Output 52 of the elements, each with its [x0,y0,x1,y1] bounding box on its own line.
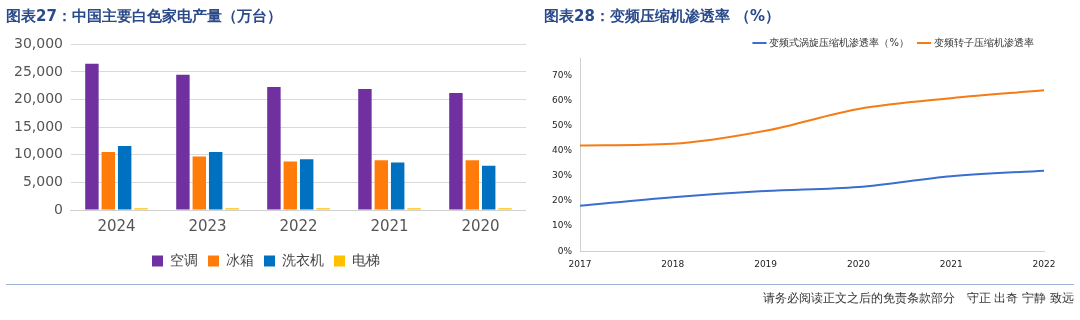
x-tick-label: 2017 [568,258,592,269]
x-tick-label: 2024 [97,216,136,235]
y-tick-label: 0% [557,245,573,256]
legend-label: 洗衣机 [282,251,324,268]
bar [267,86,281,210]
bar [117,145,132,210]
x-tick-label: 2022 [279,216,318,235]
bar [299,159,314,210]
y-tick-label: 10,000 [13,145,63,162]
y-tick-label: 15,000 [13,117,63,134]
y-tick-label: 30% [551,170,573,181]
bar [481,165,496,210]
y-tick-label: 20,000 [13,90,63,107]
y-tick-label: 30,000 [13,35,63,52]
line-series [579,89,1045,147]
legend-label: 变频式涡旋压缩机渗透率（%） [769,36,910,48]
x-tick-label: 2020 [846,258,871,269]
legend-label: 冰箱 [226,251,254,268]
y-tick-label: 60% [551,95,573,105]
bar [192,156,207,210]
y-tick-label: 20% [551,195,573,206]
bar [85,63,99,210]
bar [390,162,405,210]
y-tick-label: 25,000 [13,62,63,79]
bar [176,74,190,210]
line-series [579,169,1045,207]
x-tick-label: 2018 [661,258,685,269]
bar [374,160,389,210]
text: 请务必阅读正文之后的免责条款部分 守正 出奇 宁静 致远 [762,291,1074,305]
x-tick-label: 2023 [188,216,227,235]
x-tick-label: 2019 [754,258,778,269]
bar [358,89,372,210]
chart-title: 图表27：中国主要白色家电产量（万台） [6,6,283,27]
x-tick-label: 2020 [461,216,500,235]
y-tick-label: 40% [551,145,573,156]
y-tick-label: 70% [551,69,573,80]
legend-label: 变频转子压缩机渗透率 [934,36,1034,48]
bar [101,152,116,210]
y-tick-label: 50% [551,120,573,131]
bar [449,92,463,210]
x-tick-label: 2021 [370,216,409,235]
bar [465,160,480,210]
x-tick-label: 2021 [939,258,963,269]
y-tick-label: 0 [54,200,63,217]
bar [208,152,223,210]
legend-label: 空调 [170,251,198,268]
y-tick-label: 10% [551,220,573,231]
x-tick-label: 2022 [1032,258,1056,269]
legend-label: 电梯 [352,251,380,268]
bar [283,161,298,210]
chart-title: 图表28：变频压缩机渗透率 （%） [544,6,782,27]
y-tick-label: 5,000 [22,173,63,190]
